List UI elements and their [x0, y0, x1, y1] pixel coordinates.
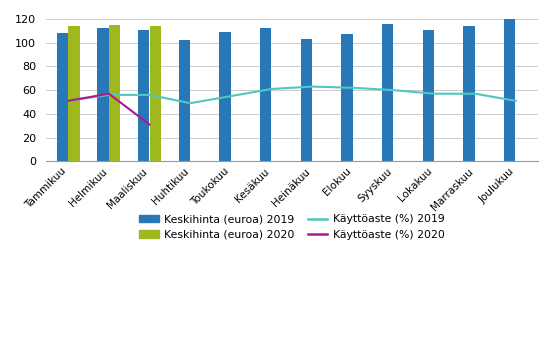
Bar: [301, 39, 312, 161]
Bar: [138, 30, 149, 161]
Bar: [150, 26, 161, 161]
Bar: [69, 26, 80, 161]
Bar: [97, 29, 109, 161]
Bar: [56, 33, 68, 161]
Bar: [109, 25, 121, 161]
Legend: Keskihinta (euroa) 2019, Keskihinta (euroa) 2020, Käyttöaste (%) 2019, Käyttöast: Keskihinta (euroa) 2019, Keskihinta (eur…: [135, 210, 449, 244]
Bar: [220, 32, 231, 161]
Bar: [341, 34, 353, 161]
Bar: [382, 24, 393, 161]
Bar: [504, 19, 515, 161]
Bar: [422, 30, 434, 161]
Bar: [463, 26, 475, 161]
Bar: [260, 29, 272, 161]
Bar: [179, 40, 190, 161]
